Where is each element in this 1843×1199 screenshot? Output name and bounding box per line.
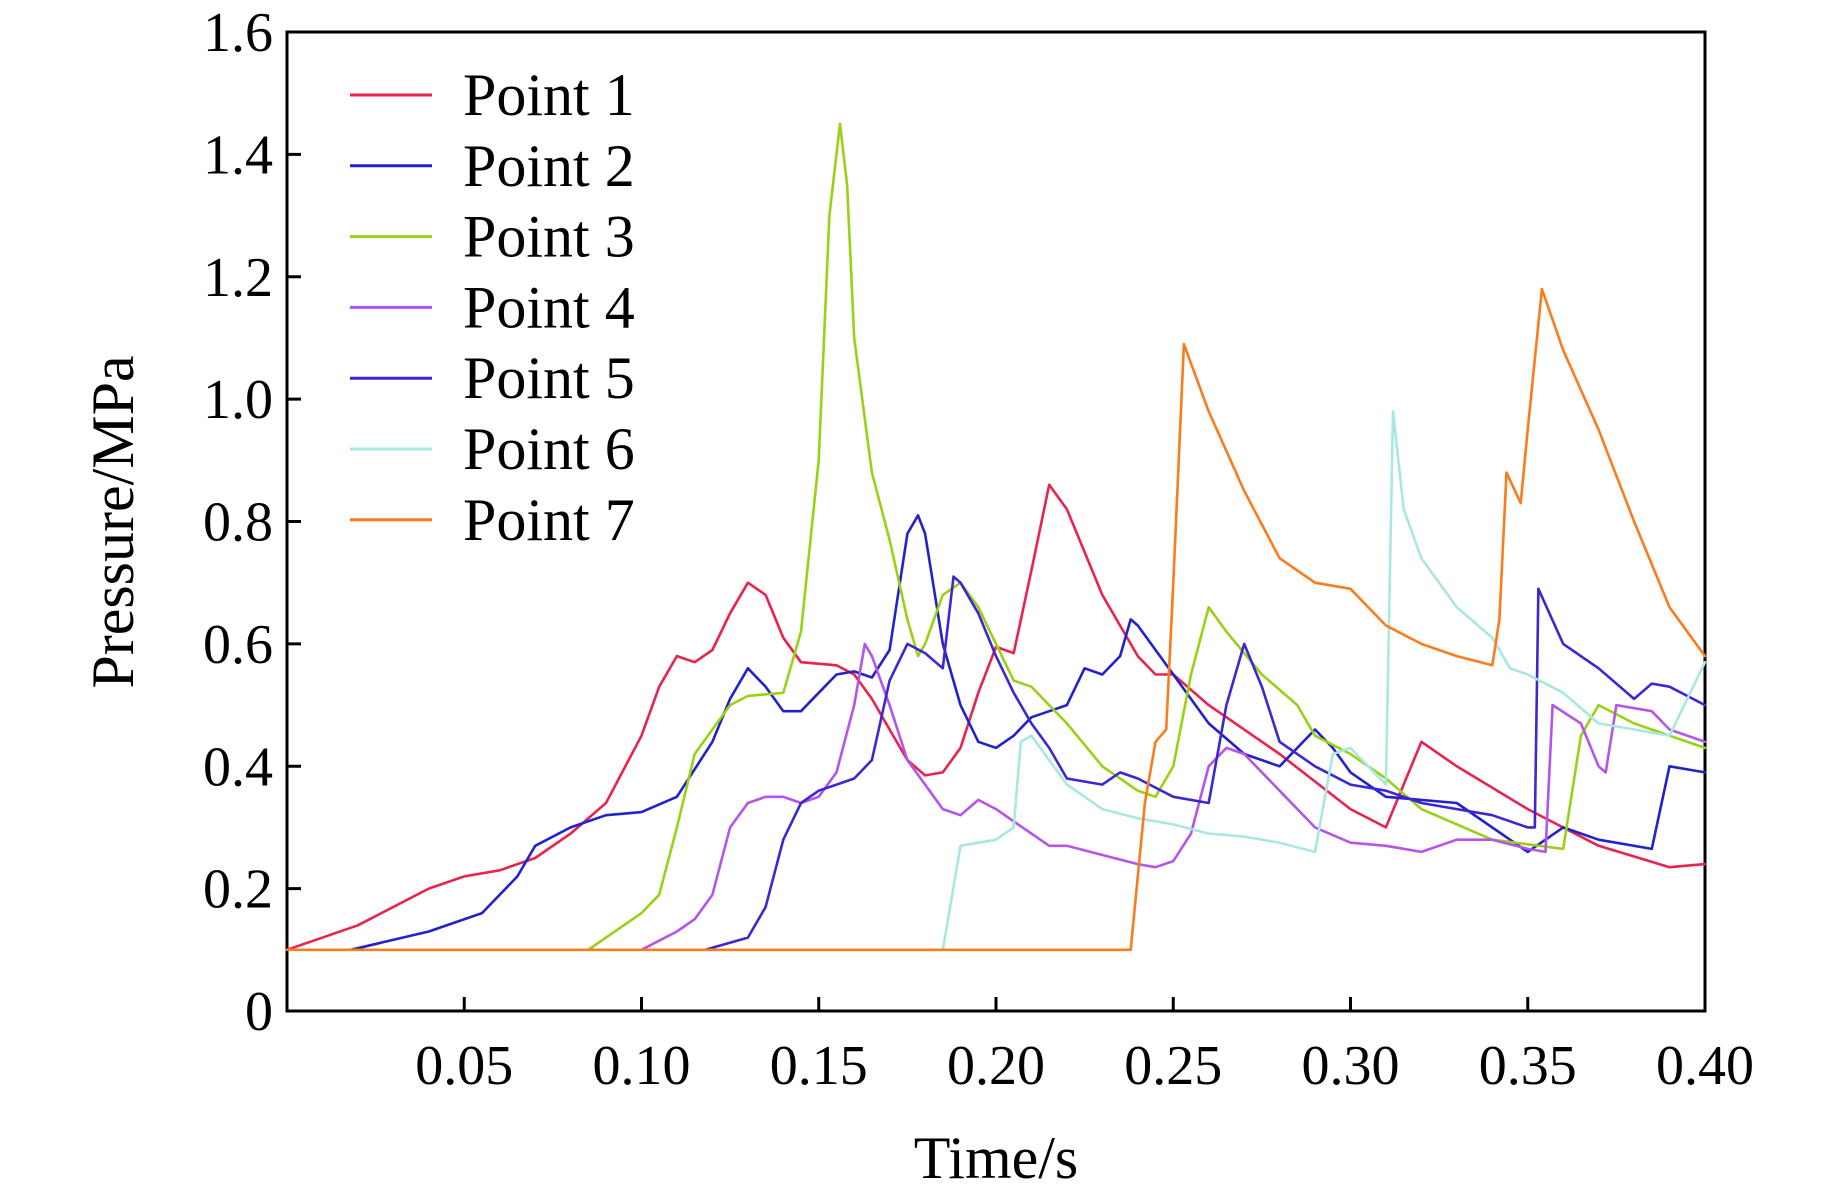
series-line-point-3 xyxy=(587,122,1707,952)
x-tick-label: 0.05 xyxy=(415,1035,513,1097)
y-tick-label: 0 xyxy=(245,981,273,1043)
y-tick-label: 1.0 xyxy=(203,369,273,431)
series-layer xyxy=(285,122,1707,952)
series-line-point-5 xyxy=(704,575,1707,952)
series-line-point-1 xyxy=(285,483,1707,952)
legend-label-point-3: Point 3 xyxy=(463,204,635,270)
x-tick-label: 0.30 xyxy=(1302,1035,1400,1097)
x-tick-label: 0.20 xyxy=(947,1035,1045,1097)
y-axis-title: Pressure/MPa xyxy=(80,355,146,688)
legend-label-point-5: Point 5 xyxy=(463,345,635,411)
x-axis: 0.05 0.10 0.15 0.20 0.25 0.30 0.35 0.40 xyxy=(415,997,1754,1097)
y-tick-label: 0.6 xyxy=(203,614,273,676)
legend-label-point-7: Point 7 xyxy=(463,487,635,553)
x-tick-label: 0.40 xyxy=(1656,1035,1754,1097)
y-tick-label: 1.2 xyxy=(203,247,273,309)
x-tick-label: 0.25 xyxy=(1124,1035,1222,1097)
y-axis: 0 0.2 0.4 0.6 0.8 1.0 1.2 1.4 1.6 xyxy=(203,2,301,1043)
x-axis-title: Time/s xyxy=(914,1125,1079,1191)
legend-label-point-6: Point 6 xyxy=(463,416,635,482)
x-tick-label: 0.10 xyxy=(593,1035,691,1097)
x-tick-label: 0.15 xyxy=(770,1035,868,1097)
y-tick-label: 0.4 xyxy=(203,736,273,798)
y-tick-label: 0.2 xyxy=(203,859,273,921)
series-line-point-6 xyxy=(941,410,1707,952)
y-tick-label: 1.6 xyxy=(203,2,273,64)
x-tick-label: 0.35 xyxy=(1479,1035,1577,1097)
y-tick-label: 1.4 xyxy=(203,124,273,186)
series-line-point-7 xyxy=(285,287,1707,952)
y-tick-label: 0.8 xyxy=(203,492,273,554)
legend-label-point-2: Point 2 xyxy=(463,133,635,199)
series-line-point-2 xyxy=(349,514,1707,952)
legend-label-point-1: Point 1 xyxy=(463,62,635,128)
legend-label-point-4: Point 4 xyxy=(463,274,635,340)
